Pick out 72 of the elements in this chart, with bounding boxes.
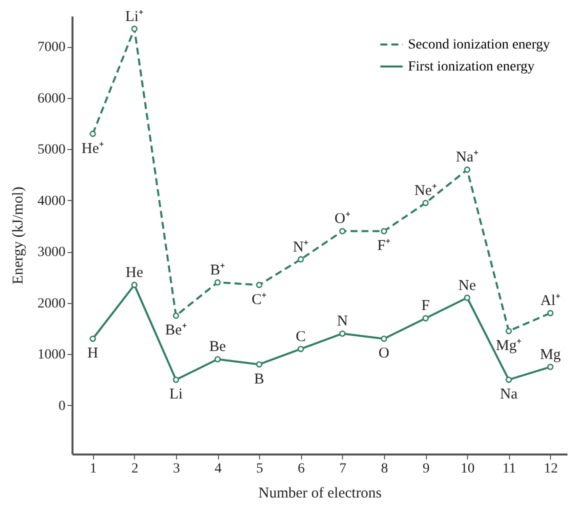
x-tick-label: 3 bbox=[172, 462, 180, 476]
x-tick-label: 9 bbox=[422, 462, 430, 476]
point bbox=[298, 346, 304, 352]
annotation: Mg bbox=[540, 346, 562, 363]
x-tick-label: 11 bbox=[502, 462, 516, 476]
y-tick-label: 2000 bbox=[38, 296, 66, 312]
point bbox=[422, 315, 429, 322]
point bbox=[380, 336, 388, 342]
annotation: O⁺ bbox=[334, 211, 350, 228]
x-tick-label: 5 bbox=[256, 462, 264, 476]
x-axis-title: Number of electrons bbox=[258, 486, 382, 502]
y-tick-label: 1000 bbox=[38, 348, 66, 363]
x-tick-label: 8 bbox=[380, 462, 388, 476]
point bbox=[422, 200, 429, 206]
y-tick-label: 4000 bbox=[38, 194, 66, 209]
point bbox=[172, 312, 180, 319]
point bbox=[90, 130, 96, 137]
x-tick-label: 2 bbox=[131, 462, 138, 476]
annotation: C⁺ bbox=[252, 292, 267, 308]
point bbox=[464, 294, 470, 301]
point bbox=[298, 256, 304, 262]
point bbox=[90, 336, 96, 342]
point bbox=[214, 356, 221, 362]
annotation: H bbox=[87, 346, 98, 362]
annotation: B bbox=[254, 371, 264, 388]
y-tick-label: 0 bbox=[58, 398, 66, 414]
point bbox=[547, 364, 554, 370]
annotation: C bbox=[296, 328, 306, 345]
point bbox=[339, 330, 346, 337]
x-tick-label: 12 bbox=[544, 462, 558, 476]
annotation: Mg⁺ bbox=[496, 338, 522, 354]
point bbox=[464, 166, 470, 173]
annotation: Ne⁺ bbox=[414, 182, 437, 199]
annotation: N bbox=[336, 314, 348, 330]
x-tick-label: 7 bbox=[339, 462, 346, 476]
annotation: Li⁺ bbox=[125, 8, 144, 25]
annotation: Na⁺ bbox=[456, 150, 478, 166]
legend-label: First ionization energy bbox=[408, 60, 534, 74]
point bbox=[339, 228, 346, 234]
annotation: Li bbox=[169, 386, 183, 403]
annotation: Ne bbox=[458, 278, 476, 294]
x-tick-label: 1 bbox=[90, 462, 97, 476]
point bbox=[506, 376, 512, 383]
point bbox=[214, 279, 221, 286]
legend-label: Second ionization energy bbox=[408, 38, 550, 52]
annotation: F⁺ bbox=[377, 238, 391, 254]
annotation: B⁺ bbox=[210, 262, 226, 278]
y-tick-label: 3000 bbox=[38, 245, 66, 260]
point bbox=[131, 26, 138, 32]
annotation: O bbox=[378, 346, 390, 362]
y-tick-label: 5000 bbox=[38, 142, 66, 158]
x-tick-label: 6 bbox=[298, 462, 305, 476]
point bbox=[547, 310, 554, 316]
x-tick-label: 4 bbox=[214, 462, 222, 476]
annotation: He⁺ bbox=[82, 140, 104, 157]
point bbox=[131, 282, 138, 288]
point bbox=[506, 328, 512, 334]
annotation: He bbox=[126, 264, 144, 281]
annotation: Al⁺ bbox=[540, 293, 560, 310]
y-tick-label: 7000 bbox=[38, 40, 66, 56]
point bbox=[256, 282, 262, 288]
annotation: Na bbox=[500, 386, 518, 403]
y-axis-title: Energy (kJ/mol) bbox=[10, 186, 26, 284]
annotation: Be bbox=[209, 339, 226, 356]
annotation: N⁺ bbox=[292, 239, 309, 256]
x-tick-label: 10 bbox=[460, 462, 475, 476]
point bbox=[256, 361, 262, 368]
point bbox=[172, 376, 180, 383]
y-tick-label: 6000 bbox=[38, 91, 66, 106]
point bbox=[380, 228, 388, 234]
annotation: F bbox=[421, 298, 430, 314]
annotation: Be⁺ bbox=[165, 322, 187, 339]
